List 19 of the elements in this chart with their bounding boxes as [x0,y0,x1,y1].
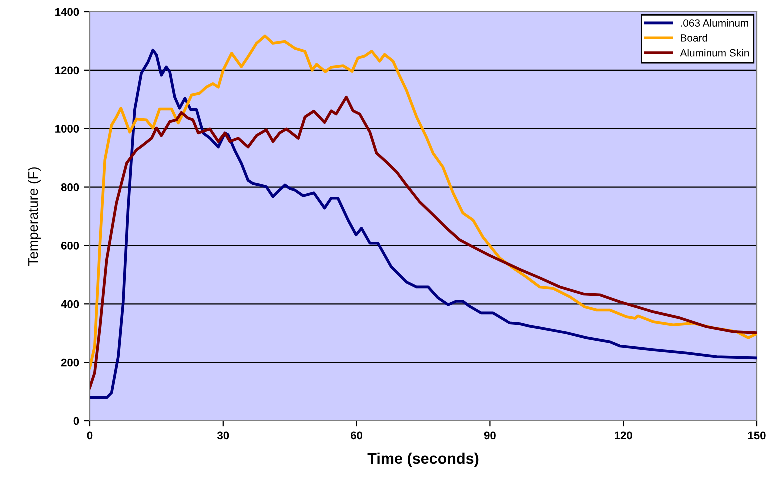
y-tick-label: 400 [61,300,80,308]
x-tick-label: 0 [87,432,93,440]
x-tick-label: 120 [615,432,632,440]
x-tick-label: 150 [748,432,766,440]
y-tick-label: 800 [61,184,80,192]
legend-label: Aluminum Skin [680,49,750,57]
y-tick-label: 1400 [56,8,80,16]
legend-label: Board [681,34,708,42]
y-axis-title: Temperature (F) [28,168,41,266]
legend-label: .063 Aluminum [681,19,748,27]
x-tick-label: 30 [217,432,230,440]
y-tick-label: 0 [74,417,80,426]
y-tick-label: 600 [61,242,80,250]
y-tick-label: 200 [61,358,80,367]
x-tick-label: 90 [484,432,496,440]
y-tick-label: 1200 [56,66,80,75]
y-tick-label: 1000 [56,125,80,133]
x-axis-title: Time (seconds) [368,452,479,468]
x-tick-label: 60 [351,432,363,440]
